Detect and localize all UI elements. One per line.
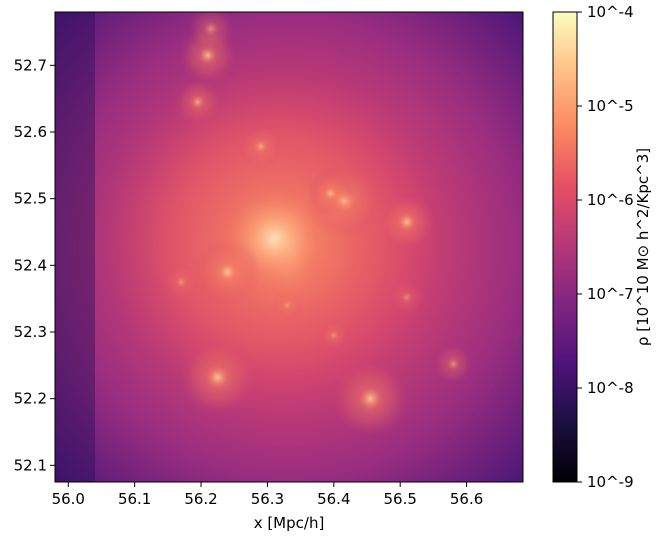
colorbar-tick-label: 10^-9: [587, 473, 634, 491]
colorbar-ticks: 10^-9 10^-8 10^-7 10^-6 10^-5 10^-4: [577, 3, 634, 491]
colorbar-tick-label: 10^-5: [587, 97, 634, 115]
density-peak: [323, 186, 338, 201]
density-peak: [358, 386, 383, 411]
x-tick-label: 56.1: [118, 490, 151, 508]
y-tick-label: 52.7: [14, 56, 47, 74]
density-peak: [175, 276, 187, 288]
x-tick-label: 56.5: [383, 490, 416, 508]
density-peak: [203, 21, 219, 36]
density-peak: [400, 291, 413, 304]
colorbar-tick-label: 10^-8: [587, 379, 634, 397]
y-axis-ticks: 52.1 52.2 52.3 52.4 52.5 52.6 52.7: [14, 56, 55, 474]
y-tick-label: 52.2: [14, 390, 47, 408]
colorbar-label: ρ [10^10 M⊙ h^2/Kpc^3]: [634, 148, 652, 346]
density-peak: [190, 94, 205, 110]
density-peak: [282, 300, 293, 311]
x-tick-label: 56.3: [251, 490, 284, 508]
density-peaks: [101, 12, 473, 437]
density-peak: [217, 261, 239, 283]
x-axis-ticks: 56.0 56.1 56.2 56.3 56.4 56.5 56.6: [52, 482, 483, 508]
density-peak: [447, 358, 460, 370]
y-tick-label: 52.1: [14, 456, 47, 474]
y-tick-label: 52.3: [14, 323, 47, 341]
heatmap-area: [55, 12, 523, 482]
x-axis-label: x [Mpc/h]: [254, 514, 325, 532]
density-peak: [205, 365, 230, 390]
plot-frame: [54, 11, 524, 483]
colorbar-tick-label: 10^-6: [587, 191, 634, 209]
density-peak: [398, 213, 416, 231]
x-tick-label: 56.4: [317, 490, 350, 508]
density-peak: [329, 330, 339, 341]
y-tick-label: 52.4: [14, 256, 47, 274]
colorbar: 10^-9 10^-8 10^-7 10^-6 10^-5 10^-4 ρ [10^10 …: [552, 3, 652, 491]
x-tick-label: 56.6: [450, 490, 483, 508]
y-tick-label: 52.5: [14, 190, 47, 208]
density-peak: [253, 139, 268, 154]
x-tick-label: 56.2: [184, 490, 217, 508]
x-tick-label: 56.0: [52, 490, 85, 508]
colorbar-gradient: [552, 11, 578, 483]
colorbar-tick-label: 10^-4: [587, 3, 634, 21]
y-tick-label: 52.6: [14, 123, 47, 141]
heatmap-left-dark-edge: [55, 12, 95, 482]
colorbar-tick-label: 10^-7: [587, 285, 634, 303]
